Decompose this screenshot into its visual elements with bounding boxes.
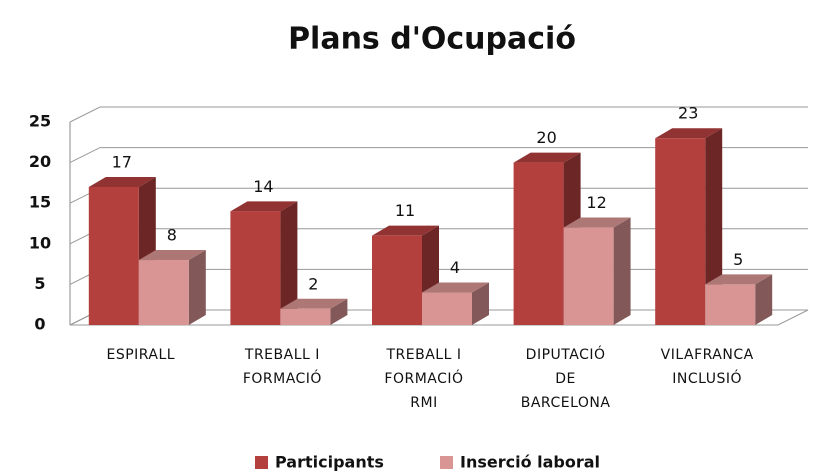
value-label: 23: [678, 104, 698, 123]
legend-swatch: [440, 456, 453, 469]
grid-line: [69, 147, 808, 164]
y-tick-label: 10: [29, 233, 51, 252]
bar-top: [422, 282, 489, 293]
value-label: 14: [253, 177, 273, 196]
value-label: 17: [112, 152, 132, 171]
bar-top: [563, 217, 631, 228]
bar-side: [188, 250, 206, 325]
bar: [280, 298, 348, 325]
bar-front: [563, 227, 614, 325]
bar-front: [88, 186, 139, 325]
value-label: 2: [308, 274, 318, 293]
legend-label: Inserció laboral: [460, 453, 600, 472]
bar-top: [372, 225, 439, 236]
x-tick-label: VILAFRANCA INCLUSIÓ: [660, 347, 754, 387]
value-label: 8: [167, 226, 177, 245]
bar-top: [705, 274, 773, 285]
bar-top: [513, 152, 581, 163]
chart-title: Plans d'Ocupació: [288, 22, 576, 57]
bar-side: [755, 274, 773, 325]
bar: [422, 282, 489, 325]
x-tick-label: ESPIRALL: [106, 347, 176, 363]
grid-line: [69, 106, 808, 123]
bar-side: [330, 298, 348, 325]
bar-front: [513, 162, 564, 325]
bar-top: [280, 298, 348, 309]
value-label: 20: [536, 128, 556, 147]
value-label: 11: [395, 201, 415, 220]
bar-side: [472, 282, 489, 325]
x-tick-label: DIPUTACIÓ DE BARCELONA: [520, 347, 611, 411]
bar-front: [372, 235, 422, 325]
bar-side: [613, 217, 631, 325]
bar-front: [655, 138, 706, 325]
bar-front: [422, 292, 472, 325]
bar-top: [230, 201, 298, 212]
bar-side: [705, 128, 723, 325]
y-tick-label: 5: [34, 274, 45, 293]
bar-top: [138, 250, 206, 261]
bar: [705, 274, 773, 325]
bar-front: [138, 260, 189, 325]
bar: [563, 217, 631, 325]
value-label: 4: [450, 258, 460, 277]
bar-top: [88, 176, 156, 187]
bar-front: [705, 284, 756, 325]
bar-side: [280, 201, 298, 325]
x-tick-label: TREBALL I FORMACIÓ RMI: [384, 347, 464, 411]
bar: [138, 250, 206, 325]
bar: [655, 128, 723, 325]
bar-top: [655, 128, 723, 139]
legend-swatch: [255, 456, 268, 469]
y-tick-label: 25: [29, 112, 51, 131]
value-label: 12: [586, 193, 606, 212]
bar: [230, 201, 298, 325]
y-tick-label: 15: [29, 193, 51, 212]
y-tick-label: 20: [29, 152, 51, 171]
value-label: 5: [733, 250, 743, 269]
bar-front: [230, 211, 281, 325]
x-tick-label: TREBALL I FORMACIÓ: [242, 347, 322, 387]
legend-label: Participants: [275, 453, 384, 472]
bar-front: [280, 308, 331, 325]
y-tick-label: 0: [34, 315, 45, 334]
bar: [372, 225, 439, 325]
